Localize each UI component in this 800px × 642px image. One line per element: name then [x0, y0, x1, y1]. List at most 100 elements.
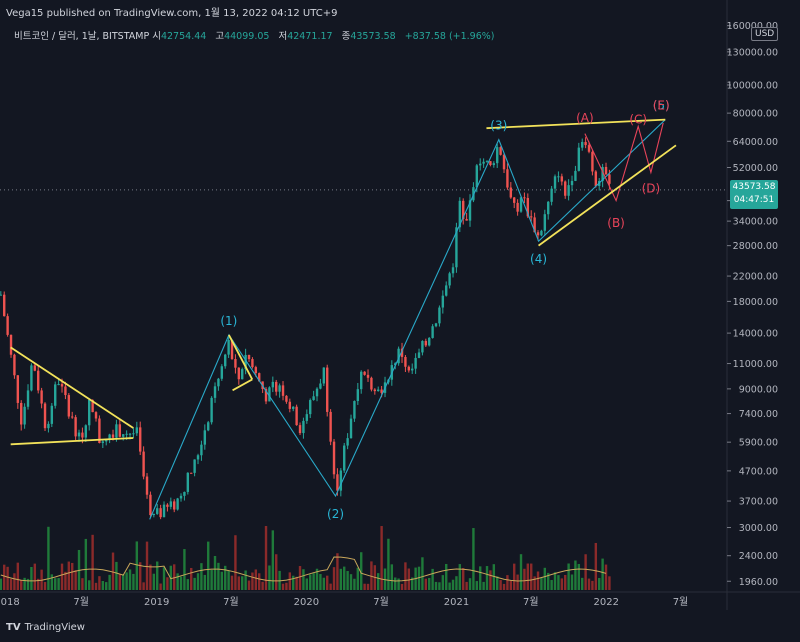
candle-body [499, 147, 502, 155]
candle-body [553, 176, 557, 189]
candle-body [16, 375, 20, 403]
candle-body [536, 232, 540, 236]
candle-body [404, 356, 407, 367]
volume-bar [421, 557, 424, 590]
volume-bar [196, 573, 200, 590]
price-tick-label: 14000.00 [733, 329, 778, 340]
candle-body [281, 385, 285, 396]
candle-body [241, 369, 244, 380]
volume-bar [502, 583, 506, 590]
volume-bar [241, 576, 244, 590]
candle-body [560, 176, 564, 182]
volume-bar [353, 578, 356, 590]
volume-bar [244, 570, 247, 590]
candle-body [564, 181, 567, 196]
candle-body [186, 472, 190, 492]
candle-body [224, 354, 227, 367]
volume-bar [111, 552, 115, 590]
volume-bar [482, 581, 485, 590]
candle-body [37, 370, 40, 391]
volume-bar [84, 538, 88, 590]
candle-body [370, 377, 373, 390]
volume-bar [492, 564, 496, 590]
candle-body [152, 513, 156, 516]
time-tick-label: 2021 [444, 597, 469, 608]
volume-bar [587, 578, 591, 590]
price-tick-label: 2400.00 [739, 551, 778, 562]
volume-bar [176, 573, 179, 590]
candle-body [400, 348, 404, 357]
candle-body [84, 425, 88, 438]
corrective-wave-label: (D) [642, 181, 661, 195]
volume-bar [438, 582, 441, 590]
volume-bar [346, 571, 349, 590]
currency-badge[interactable]: USD [751, 27, 779, 41]
volume-bar [581, 577, 584, 590]
price-tick-label: 9000.00 [739, 384, 778, 395]
volume-bar [608, 576, 611, 590]
volume-bar [475, 581, 479, 590]
volume-bar [0, 578, 3, 590]
volume-bar [298, 566, 302, 590]
volume-bar [193, 577, 196, 590]
candle-body [94, 412, 98, 419]
volume-bar [288, 572, 292, 590]
volume-bar [445, 563, 448, 590]
volume-bar [142, 582, 145, 590]
volume-average-line [0, 556, 607, 582]
candle-body [411, 368, 414, 371]
candle-body [244, 354, 247, 370]
open-label: 시 [152, 31, 161, 42]
candle-body [506, 169, 509, 188]
trendline [486, 118, 666, 130]
volume-bar [485, 566, 489, 590]
trendline [232, 378, 253, 392]
price-axis[interactable]: 160000.00 130000.00 100000.00 80000.00 64000… [727, 21, 778, 588]
volume-bar [526, 563, 530, 590]
footer-brand[interactable]: TV TradingView [6, 622, 85, 633]
volume-bar [336, 553, 339, 590]
volume-bar [285, 582, 288, 590]
candle-body [434, 323, 438, 327]
time-axis[interactable]: 2018 7월 2019 7월 2020 7월 2021 7월 2022 7월 [0, 596, 688, 608]
price-tick-label: 28000.00 [733, 241, 778, 252]
impulse-wave-label: (5) [653, 99, 670, 113]
volume-bar [404, 562, 407, 590]
volume-bar [458, 564, 462, 590]
volume-bar [540, 577, 543, 590]
volume-bar [207, 541, 210, 590]
candle-body [584, 141, 587, 146]
low-value: 42471.17 [287, 31, 333, 42]
volume-bar [584, 554, 587, 590]
volume-bar [536, 571, 540, 590]
time-tick-label: 7월 [73, 596, 89, 608]
volume-bar [203, 574, 207, 590]
candle-body [567, 185, 570, 196]
candle-body [43, 403, 47, 429]
trendline [10, 346, 134, 429]
candle-body [581, 141, 584, 148]
candle-body [482, 161, 485, 164]
volume-bar [567, 563, 570, 590]
volume-bar [428, 577, 431, 590]
symbol-name[interactable]: 비트코인 / 달러, 1날, BITSTAMP [14, 31, 150, 42]
candle-body [173, 501, 176, 510]
volume-bar [553, 572, 557, 590]
candle-body [519, 197, 523, 212]
close-value: 43573.58 [350, 31, 396, 42]
candle-body [128, 433, 132, 435]
volume-bar [190, 567, 193, 590]
candle-body [50, 405, 54, 424]
price-tick-label: 52000.00 [733, 163, 778, 174]
volume-bar [237, 576, 241, 590]
volume-bar [604, 564, 608, 590]
candle-body [6, 316, 9, 335]
symbol-legend[interactable]: 비트코인 / 달러, 1날, BITSTAMP 시42754.44 고44099… [14, 28, 501, 42]
candle-body [190, 472, 193, 474]
candle-body [13, 354, 16, 376]
volume-bar [295, 576, 298, 590]
volume-bar [9, 578, 13, 590]
time-tick-label: 2020 [294, 597, 319, 608]
time-tick-label: 2019 [144, 597, 169, 608]
